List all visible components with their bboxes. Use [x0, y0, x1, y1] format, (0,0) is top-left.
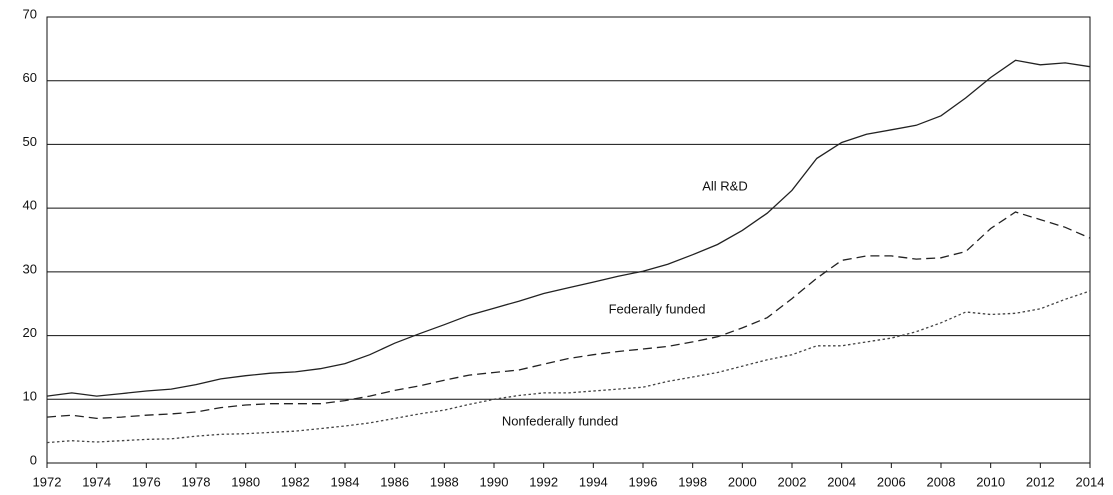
x-tick-label: 1976 [132, 474, 161, 489]
x-tick-label: 1982 [281, 474, 310, 489]
x-tick-label: 1980 [231, 474, 260, 489]
series-line [46, 290, 1091, 444]
plot-frame [46, 16, 1091, 464]
x-tick-label: 1988 [430, 474, 459, 489]
y-tick-label: 40 [23, 198, 37, 213]
x-tick-label: 1978 [182, 474, 211, 489]
y-tick-label: 60 [23, 70, 37, 85]
x-tick-label: 1994 [579, 474, 608, 489]
series-label: Nonfederally funded [502, 413, 618, 428]
series-line [46, 59, 1091, 397]
x-tick-label: 1974 [82, 474, 111, 489]
x-tick-label: 1990 [480, 474, 509, 489]
y-tick-label: 30 [23, 261, 37, 276]
y-tick-label: 10 [23, 389, 37, 404]
y-tick-label: 0 [30, 452, 37, 467]
x-tick-label: 1998 [678, 474, 707, 489]
x-tick-label: 2008 [927, 474, 956, 489]
x-tick-label: 1986 [380, 474, 409, 489]
series-line [46, 211, 1091, 420]
y-tick-label: 20 [23, 325, 37, 340]
x-tick-label: 2014 [1076, 474, 1105, 489]
x-tick-label: 2002 [778, 474, 807, 489]
y-tick-label: 70 [23, 6, 37, 21]
series-label: Federally funded [609, 301, 706, 316]
x-tick-label: 2012 [1026, 474, 1055, 489]
series-label: All R&D [702, 178, 748, 193]
x-tick-label: 2000 [728, 474, 757, 489]
x-tick-label: 2004 [827, 474, 856, 489]
x-tick-label: 1992 [529, 474, 558, 489]
x-tick-label: 1972 [33, 474, 62, 489]
x-tick-label: 2006 [877, 474, 906, 489]
x-tick-label: 1996 [629, 474, 658, 489]
y-tick-label: 50 [23, 134, 37, 149]
x-tick-label: 2010 [976, 474, 1005, 489]
x-tick-label: 1984 [331, 474, 360, 489]
